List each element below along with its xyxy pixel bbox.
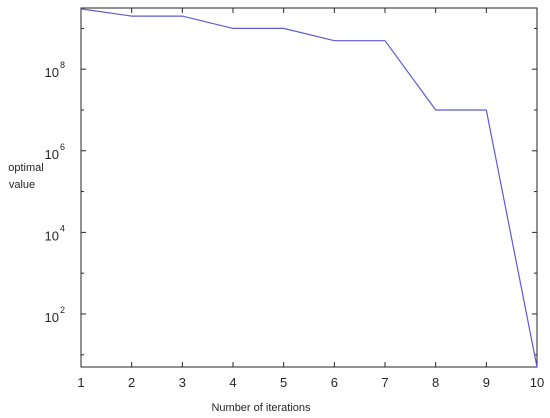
x-tick-label: 9 xyxy=(483,375,490,390)
x-axis-title: Number of iterations xyxy=(211,402,311,414)
x-tick-label: 3 xyxy=(179,375,186,390)
x-tick-label: 2 xyxy=(128,375,135,390)
x-tick-label: 10 xyxy=(530,375,544,390)
plot-area xyxy=(80,7,538,368)
axis-ticks xyxy=(80,8,538,367)
y-tick-exponent: 4 xyxy=(60,223,65,233)
series-line xyxy=(80,8,538,368)
x-tick-label: 6 xyxy=(331,375,338,390)
y-tick-base: 10 xyxy=(45,228,59,243)
y-tick-label: 10 xyxy=(45,310,59,325)
y-tick-base: 10 xyxy=(45,65,59,80)
y-axis-title-line1: optimal xyxy=(8,162,43,174)
y-tick-base: 10 xyxy=(45,310,59,325)
y-tick-base: 10 xyxy=(45,147,59,162)
x-tick-label: 5 xyxy=(280,375,287,390)
x-tick-label: 4 xyxy=(229,375,236,390)
y-axis-title-line2: value xyxy=(9,179,35,191)
x-tick-labels: 1 2 3 4 5 6 7 8 9 10 xyxy=(77,375,544,390)
x-tick-label: 7 xyxy=(381,375,388,390)
y-tick-exponent: 8 xyxy=(60,60,65,70)
y-tick-label: 10 xyxy=(45,228,59,243)
x-tick-label: 8 xyxy=(432,375,439,390)
y-tick-label: 10 xyxy=(45,147,59,162)
x-tick-label: 1 xyxy=(77,375,84,390)
y-tick-label: 10 xyxy=(45,65,59,80)
y-tick-exponent: 2 xyxy=(60,305,65,315)
y-tick-exponent: 6 xyxy=(60,142,65,152)
